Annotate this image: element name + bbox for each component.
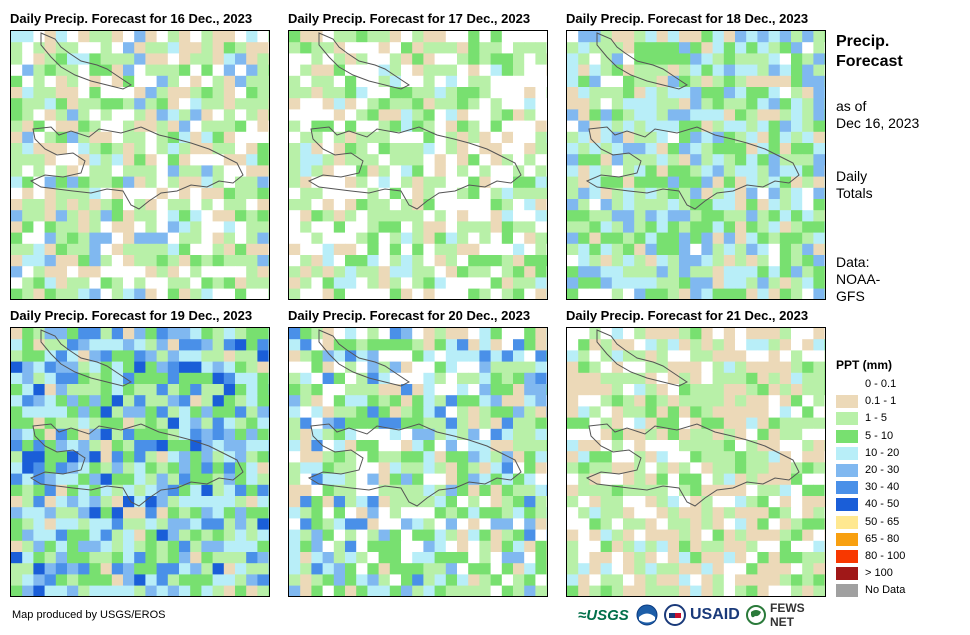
island-coastline [585,423,800,507]
legend-label: 30 - 40 [865,481,900,494]
legend-label: 0.1 - 1 [865,395,897,408]
sidebar-data-line2: NOAA- [836,271,881,287]
island-coastline [307,423,522,507]
panel-title-3: Daily Precip. Forecast for 18 Dec., 2023 [566,11,809,26]
legend-label: 80 - 100 [865,550,906,562]
cuba-coastline [318,329,410,387]
forecast-map-dec16 [10,30,270,300]
cuba-coastline [318,32,410,90]
legend-label: 20 - 30 [865,464,900,476]
cuba-coastline [40,32,132,90]
legend-title: PPT (mm) [836,358,893,372]
island-coastline [585,126,800,210]
panel-title-1: Daily Precip. Forecast for 16 Dec., 2023 [10,11,253,26]
legend-swatch [836,532,858,546]
island-coastline [29,126,244,210]
legend-swatch [836,429,858,443]
fews-net-logo: FEWS NET [770,601,805,629]
panel-title-2: Daily Precip. Forecast for 17 Dec., 2023 [288,11,531,26]
sidebar-asof: as of Dec 16, 2023 [836,98,919,132]
usaid-logo: USAID [690,602,740,628]
sidebar-asof-line1: as of [836,98,867,114]
legend-label: No Data [865,584,906,597]
legend-swatch [836,378,858,391]
usgs-logo: ≈USGS [578,602,629,628]
usaid-seal-icon [664,602,686,628]
forecast-map-dec19 [10,327,270,597]
map-credit: Map produced by USGS/EROS [12,609,166,621]
fews-net-logo-text: FEWS NET [770,601,805,629]
cuba-coastline [596,32,688,90]
sidebar-asof-line2: Dec 16, 2023 [836,115,920,131]
island-coastline [307,126,522,210]
sidebar-totals-line1: Daily [836,168,868,184]
sidebar-data-source: Data: NOAA- GFS [836,254,880,305]
legend-label: 1 - 5 [865,412,888,425]
legend-label: 5 - 10 [865,429,894,442]
sidebar-data-line1: Data: [836,254,870,270]
sidebar-totals: Daily Totals [836,168,873,202]
island-coastline [29,423,244,507]
fews-net-globe-icon [746,602,766,628]
legend-swatch [836,550,858,563]
usgs-logo-text: ≈USGS [578,606,629,624]
legend-swatch [836,412,858,426]
forecast-map-dec20 [288,327,548,597]
legend-label: 65 - 80 [865,532,900,545]
legend-label: > 100 [865,567,893,580]
legend-swatch [836,584,858,598]
sidebar-title: Precip. Forecast [836,32,903,72]
sidebar-title-line2: Forecast [836,53,903,70]
legend-label: 40 - 50 [865,498,900,511]
sidebar-totals-line2: Totals [836,185,873,201]
legend-swatch [836,395,858,409]
forecast-map-dec21 [566,327,826,597]
legend-swatch [836,498,858,512]
panel-title-5: Daily Precip. Forecast for 20 Dec., 2023 [288,308,531,323]
legend-swatch [836,515,858,529]
legend-swatch [836,464,858,477]
forecast-map-dec18 [566,30,826,300]
sidebar-title-line1: Precip. [836,33,890,50]
cuba-coastline [40,329,132,387]
sidebar-data-line3: GFS [836,288,865,304]
legend-swatch [836,446,858,460]
forecast-map-dec17 [288,30,548,300]
cuba-coastline [596,329,688,387]
legend-label: 0 - 0.1 [865,378,897,390]
panel-title-6: Daily Precip. Forecast for 21 Dec., 2023 [566,308,809,323]
legend-label: 50 - 65 [865,515,900,528]
legend-label: 10 - 20 [865,446,900,459]
usaid-logo-text: USAID [690,606,740,623]
noaa-logo-icon [636,602,658,628]
legend-swatch [836,567,858,581]
legend-swatch [836,481,858,495]
panel-title-4: Daily Precip. Forecast for 19 Dec., 2023 [10,308,253,323]
